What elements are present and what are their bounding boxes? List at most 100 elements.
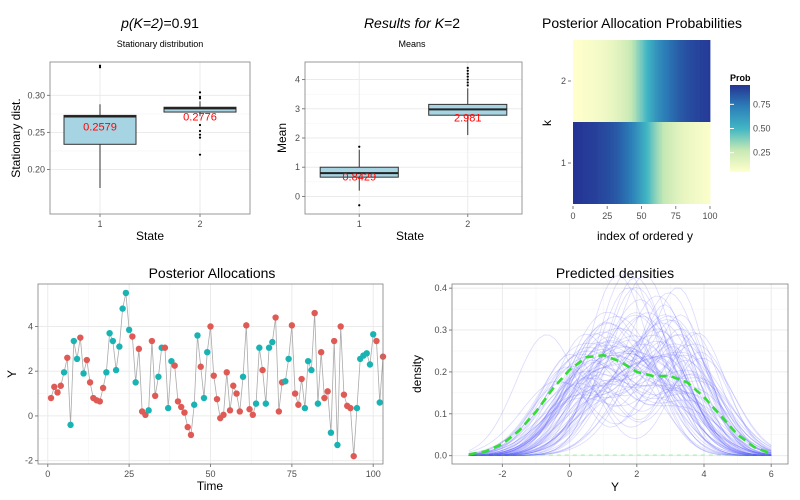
densities-draw-line	[468, 374, 772, 456]
heatmap-cell-k2	[688, 40, 690, 122]
allocations-point-state1	[197, 363, 204, 370]
allocations-x-tick-label: 50	[205, 469, 215, 479]
densities-x-tick-label: 0	[567, 469, 572, 479]
densities-draw-line	[468, 295, 772, 457]
heatmap-cell-k1	[600, 122, 603, 204]
heatmap-cell-k2	[673, 40, 675, 122]
heatmap-cell-k1	[660, 122, 663, 204]
allocations-ticks: 0 25 50 75 100 -2 0 2 4	[25, 321, 381, 479]
heatmap-cell-k2	[674, 40, 677, 122]
heatmap-cell-k2	[642, 40, 645, 122]
heatmap-cell-k1	[574, 122, 577, 204]
allocations-point-state2	[103, 369, 110, 376]
densities-draw-line	[468, 340, 772, 456]
means-marks: 0.8429 2.981	[319, 66, 508, 207]
allocations-point-state2	[191, 401, 198, 408]
heatmap-cell-k2	[623, 40, 626, 122]
heatmap-cell-k2	[653, 40, 656, 122]
stationary-box-chart: p(K=2)=0.91 Stationary distribution 0.25…	[9, 15, 251, 243]
allocations-point-state1	[330, 337, 338, 345]
heatmap-cell-k2	[573, 40, 575, 122]
allocations-point-state2	[80, 370, 87, 377]
stationary-outlier	[198, 153, 202, 156]
heatmap-cell-k2	[671, 40, 674, 122]
heatmap-y-tick-label: 2	[561, 76, 566, 86]
heatmap-cell-k2	[685, 40, 688, 122]
heatmap-cell-k1	[575, 122, 578, 204]
allocations-point-state2	[132, 379, 139, 386]
densities-draw-line	[468, 321, 772, 457]
means-outlier	[466, 66, 469, 69]
allocations-point-state1	[151, 392, 159, 400]
heatmap-cell-k1	[607, 122, 610, 204]
densities-draw-line	[468, 353, 772, 455]
heatmap-cell-k1	[623, 122, 626, 204]
means-title: Results for K=2	[364, 15, 460, 31]
densities-draw-line	[468, 354, 772, 456]
densities-draw-line	[468, 319, 772, 457]
heatmap-cell-k1	[692, 122, 694, 204]
heatmap-x-tick-label: 100	[702, 211, 717, 221]
heatmap-cell-k2	[574, 40, 577, 122]
heatmap-cell-k1	[697, 122, 700, 204]
heatmap-cell-k2	[645, 40, 648, 122]
allocations-point-state1	[373, 337, 380, 345]
heatmap-cell-k1	[645, 122, 648, 204]
heatmap-cell-k2	[681, 40, 683, 122]
heatmap-cell-k1	[611, 122, 614, 204]
means-outlier	[358, 145, 361, 148]
stationary-marks: 0.2579 0.2776	[63, 64, 237, 189]
heatmap-cell-k2	[682, 40, 685, 122]
heatmap-cell-k2	[612, 40, 615, 122]
heatmap-cell-k1	[640, 122, 642, 204]
heatmap-cell-k1	[636, 122, 638, 204]
allocations-point-state1	[184, 423, 191, 431]
heatmap-x-tick-label: 0	[570, 211, 575, 221]
allocations-point-state2	[370, 331, 377, 338]
heatmap-cell-k2	[700, 40, 703, 122]
means-y-tick-label: 2	[295, 133, 300, 143]
allocations-point-state2	[366, 361, 374, 368]
heatmap-cell-k1	[627, 122, 630, 204]
means-y-tick-label: 4	[295, 75, 300, 85]
means-outlier	[466, 75, 469, 78]
heatmap-cell-k1	[573, 122, 575, 204]
heatmap-cell-k2	[588, 40, 590, 122]
heatmap-cell-k1	[633, 122, 636, 204]
stationary-x-label: State	[136, 229, 164, 243]
densities-draw-line	[468, 327, 772, 457]
allocations-point-state1	[236, 408, 243, 415]
heatmap-y-tick-label: 1	[561, 158, 566, 168]
heatmap-cell-k2	[660, 40, 663, 122]
heatmap-cell-k2	[579, 40, 582, 122]
densities-draw-line	[468, 354, 772, 456]
densities-draw-line	[468, 339, 772, 457]
allocations-point-state2	[256, 344, 263, 351]
allocations-point-state2	[308, 366, 315, 374]
heatmap-cell-k1	[592, 122, 594, 204]
heatmap-cell-k1	[694, 122, 697, 204]
densities-draw-line	[468, 348, 772, 456]
allocations-point-state2	[282, 378, 289, 385]
heatmap-cell-k1	[651, 122, 653, 204]
allocations-point-state1	[272, 314, 279, 321]
allocations-marks	[47, 289, 387, 460]
densities-draw-line	[468, 331, 772, 457]
heatmap-cell-k2	[626, 40, 629, 122]
heatmap-cell-k1	[579, 122, 582, 204]
means-box-chart: Results for K=2 Means 0.8429 2.981 0 1 2 3 4 1…	[275, 15, 523, 243]
allocations-point-state1	[54, 389, 61, 396]
allocations-point-state1	[57, 382, 64, 389]
heatmap-cell-k1	[667, 122, 670, 204]
means-outlier	[466, 72, 469, 75]
heatmap-cell-k1	[663, 122, 666, 204]
densities-draw-line	[468, 276, 772, 457]
stationary-outlier	[198, 95, 202, 98]
densities-draw-line	[468, 351, 772, 457]
densities-draw-line	[468, 315, 772, 457]
heatmap-legend-colorbar	[730, 85, 750, 172]
heatmap-cell-k2	[582, 40, 585, 122]
heatmap-cell-k1	[614, 122, 616, 204]
heatmap-cell-k2	[640, 40, 642, 122]
heatmap-cell-k1	[682, 122, 685, 204]
